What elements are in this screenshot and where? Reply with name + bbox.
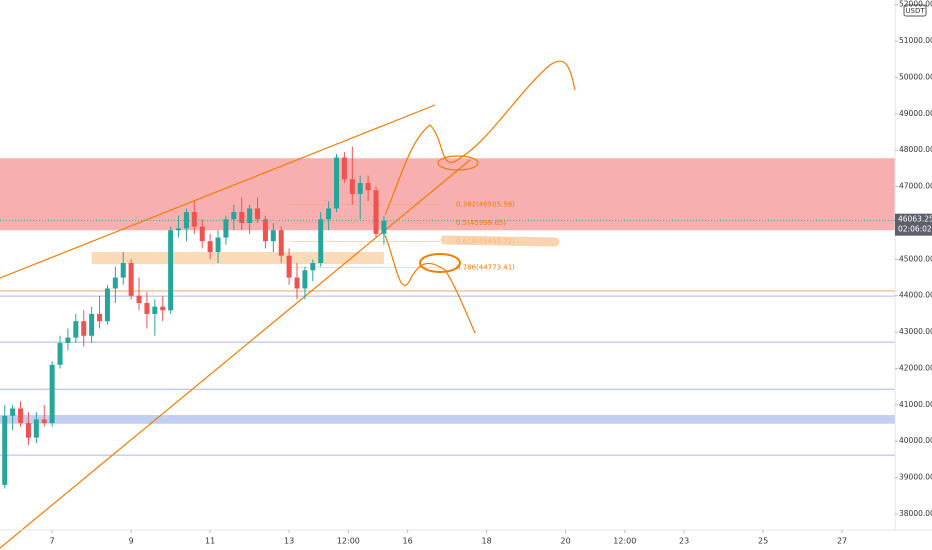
drawn-circle [437, 155, 479, 171]
drawn-path [384, 60, 576, 216]
candle-body [334, 157, 340, 209]
candle-body [286, 255, 292, 278]
y-tick-label: 38000.00 [899, 509, 932, 518]
candle-body [18, 408, 24, 424]
x-tick-label: 27 [837, 537, 847, 546]
candle-body [381, 220, 387, 234]
quote-label: USDT [905, 7, 925, 15]
candle-body [160, 306, 166, 311]
candle-body [136, 295, 142, 304]
y-tick-label: 41000.00 [899, 400, 932, 409]
y-tick-label: 48000.00 [899, 145, 932, 154]
y-tick-label: 39000.00 [899, 473, 932, 482]
candle-body [168, 230, 174, 311]
fib-label: 0.382(46505.58) [456, 201, 515, 209]
candle-body [57, 343, 63, 365]
candle-body [65, 337, 71, 344]
drawings [0, 60, 576, 549]
highlight [440, 235, 560, 247]
y-tick-label: 50000.00 [899, 72, 932, 81]
candle-body [144, 303, 150, 314]
candle-body [310, 262, 316, 271]
candle-body [373, 190, 379, 234]
candle-body [89, 313, 95, 336]
candle-body [97, 313, 103, 322]
x-tick-label: 12:00 [613, 537, 636, 546]
candle-body [191, 212, 197, 227]
candle-body [10, 408, 16, 416]
candle-body [270, 230, 276, 242]
candle-body [199, 226, 205, 242]
countdown-label: 02:06:02 [898, 225, 932, 234]
candle-body [278, 230, 284, 256]
candle-body [247, 208, 253, 223]
candle-body [231, 212, 237, 220]
candle-body [239, 212, 245, 223]
y-tick-label: 40000.00 [899, 436, 932, 445]
x-tick-label: 12:00 [337, 537, 360, 546]
candle-body [25, 423, 31, 438]
quote-box [903, 4, 927, 17]
candle-body [152, 306, 158, 314]
y-tick-label: 51000.00 [899, 36, 932, 45]
y-tick-label: 45000.00 [899, 254, 932, 263]
zone [0, 415, 895, 424]
y-tick-label: 42000.00 [899, 363, 932, 372]
candle-body [207, 241, 213, 253]
candle-body [294, 277, 300, 289]
x-tick-label: 25 [758, 537, 768, 546]
y-tick-label: 44000.00 [899, 291, 932, 300]
y-tick-label: 47000.00 [899, 182, 932, 191]
candle-body [33, 419, 39, 438]
x-tick-label: 16 [403, 537, 413, 546]
candle-body [223, 219, 229, 238]
candle-body [215, 237, 221, 253]
x-tick-label: 20 [561, 537, 571, 546]
candle-body [81, 321, 87, 336]
candle-body [326, 208, 332, 220]
candle-body [2, 415, 8, 485]
candle-body [255, 208, 261, 220]
trend-line [0, 159, 471, 549]
trend-line [0, 104, 436, 279]
y-tick-label: 43000.00 [899, 327, 932, 336]
y-tick-label: 49000.00 [899, 109, 932, 118]
last-price-box [895, 213, 932, 236]
candle-body [41, 419, 47, 424]
candle-body [318, 219, 324, 263]
x-tick-label: 23 [679, 537, 689, 546]
candle-body [357, 182, 363, 194]
candle-body [120, 262, 126, 278]
candle-body [183, 212, 189, 229]
drawn-path [384, 234, 476, 334]
candle-body [73, 321, 79, 338]
candle-body [365, 182, 371, 191]
candle-body [49, 364, 55, 424]
candle-body [302, 270, 308, 289]
drawn-circle [419, 253, 461, 273]
x-tick-label: 13 [284, 537, 294, 546]
x-tick-label: 18 [482, 537, 492, 546]
fib-label: 0.786(44773.41) [456, 264, 515, 272]
candle-body [128, 262, 134, 296]
candle-body [104, 288, 110, 322]
x-tick-label: 9 [129, 537, 134, 546]
candle-body [176, 228, 182, 231]
candle-body [112, 277, 118, 289]
last-price-label: 46063.25 [898, 215, 932, 224]
y-tick-label: 52000.00 [899, 0, 932, 9]
x-tick-label: 7 [50, 537, 55, 546]
x-tick-label: 11 [205, 537, 215, 546]
candle-body [262, 219, 268, 242]
candle-body [341, 157, 347, 180]
fib-label: 0.5(45999.65) [456, 219, 506, 227]
candle-body [349, 179, 355, 194]
zone [91, 252, 384, 265]
